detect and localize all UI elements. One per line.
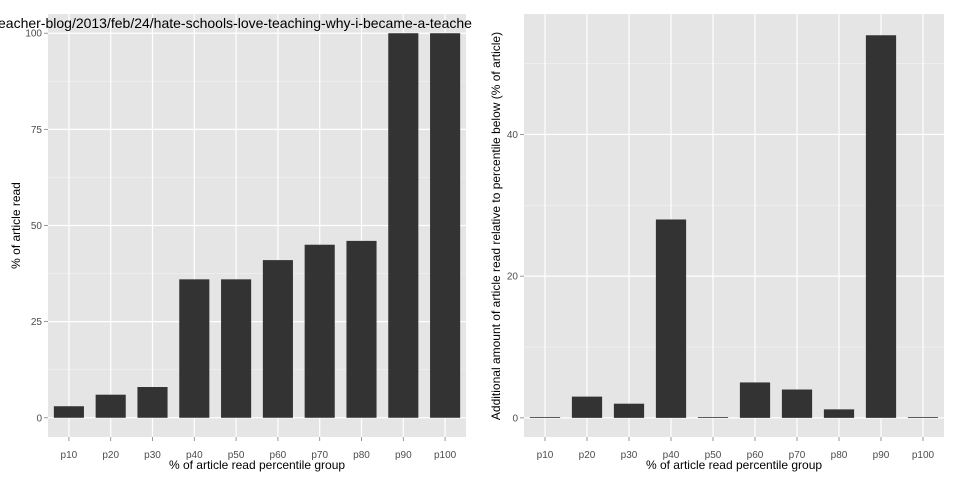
right-bar-p10	[529, 417, 561, 418]
right-x-tick-label: p100	[912, 450, 935, 461]
right-x-tick-label: p80	[831, 450, 848, 461]
left-y-tick-labels: 0 25 50 75 100	[25, 29, 48, 424]
right-bar-p40	[655, 219, 687, 418]
right-x-tick-label: p10	[537, 450, 554, 461]
left-bar-p10	[53, 406, 84, 418]
right-x-axis-title: % of article read percentile group	[646, 458, 822, 472]
left-bar-p20	[95, 394, 126, 418]
left-x-axis-title: % of article read percentile group	[169, 458, 345, 472]
left-y-tick-label: 100	[25, 29, 42, 40]
right-x-tick-labels: p10 p20 p30 p40 p50 p60 p70 p80 p90 p100	[537, 437, 935, 461]
left-y-axis-title: % of article read	[9, 182, 23, 269]
left-x-tick-label: p60	[270, 450, 287, 461]
left-x-tick-label: p90	[395, 450, 412, 461]
right-x-tick-label: p70	[789, 450, 806, 461]
left-bar-p70	[304, 244, 335, 418]
right-bar-p50	[697, 417, 729, 418]
right-bar-p60	[739, 382, 771, 418]
left-bar-p80	[346, 240, 377, 418]
left-bars	[53, 33, 461, 418]
left-x-tick-label: p10	[61, 450, 78, 461]
right-x-tick-label: p60	[747, 450, 764, 461]
right-bars	[529, 35, 939, 418]
right-x-tick-label: p50	[705, 450, 722, 461]
left-bar-p40	[179, 279, 210, 418]
left-x-tick-label: p50	[228, 450, 245, 461]
left-x-tick-label: p20	[102, 450, 119, 461]
left-y-tick-label: 0	[36, 413, 42, 424]
left-x-tick-label: p80	[353, 450, 370, 461]
right-bar-p70	[781, 389, 813, 418]
right-x-tick-label: p30	[621, 450, 638, 461]
right-chart: 0 20 40 p10 p20 p30 p40 p50 p60 p70 p80 p90 p100 % …	[489, 14, 944, 472]
left-y-tick-label: 25	[31, 317, 43, 328]
right-bar-p30	[613, 403, 645, 418]
right-bar-p20	[571, 396, 603, 418]
left-y-tick-label: 75	[31, 125, 43, 136]
left-x-tick-labels: p10 p20 p30 p40 p50 p60 p70 p80 p90 p100	[61, 437, 457, 461]
right-y-tick-label: 20	[507, 272, 519, 283]
left-x-tick-label: p70	[311, 450, 328, 461]
right-bar-p90	[865, 35, 897, 418]
left-bar-p100	[430, 33, 461, 418]
left-bar-p90	[388, 33, 419, 418]
left-x-tick-label: p40	[186, 450, 203, 461]
left-chart-title: eacher-blog/2013/feb/24/hate-schools-lov…	[0, 15, 472, 31]
left-x-tick-label: p30	[144, 450, 161, 461]
right-y-tick-label: 40	[507, 130, 519, 141]
right-bar-p80	[823, 409, 855, 418]
right-y-axis-title: Additional amount of article read relati…	[489, 32, 503, 420]
right-x-tick-label: p40	[663, 450, 680, 461]
right-x-tick-label: p20	[579, 450, 596, 461]
left-x-tick-label: p100	[434, 450, 457, 461]
right-y-tick-labels: 0 20 40	[507, 130, 524, 424]
right-bar-p100	[907, 417, 939, 418]
left-bar-p50	[221, 279, 252, 418]
right-y-tick-label: 0	[512, 413, 518, 424]
left-bar-p60	[262, 260, 293, 418]
left-bar-p30	[137, 387, 168, 418]
left-y-tick-label: 50	[31, 221, 43, 232]
right-x-tick-label: p90	[873, 450, 890, 461]
